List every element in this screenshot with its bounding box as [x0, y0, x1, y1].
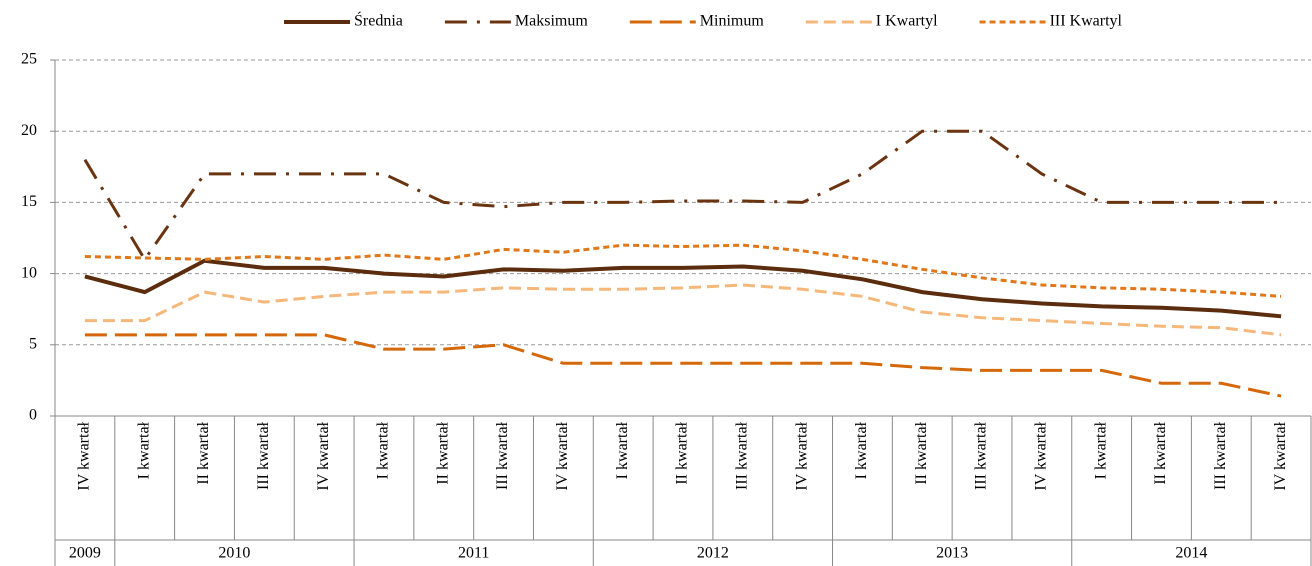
x-tick-label: II kwartał	[434, 421, 451, 484]
x-tick-label: III kwartał	[1212, 421, 1229, 490]
y-tick-label: 0	[29, 407, 37, 424]
x-tick-label: I kwartał	[135, 421, 152, 479]
series-line	[83, 129, 1282, 263]
legend-label: Minimum	[700, 13, 765, 30]
legend-label: III Kwartyl	[1050, 13, 1123, 30]
year-label: 2011	[458, 545, 489, 562]
year-label: 2010	[218, 545, 250, 562]
y-tick-label: 15	[21, 193, 37, 210]
x-tick-label: I kwartał	[614, 421, 631, 479]
legend-label: Średnia	[354, 11, 403, 30]
x-tick-label: IV kwartał	[1272, 421, 1289, 490]
x-tick-label: III kwartał	[494, 421, 511, 490]
x-tick-label: IV kwartał	[315, 421, 332, 490]
x-tick-label: I kwartał	[853, 421, 870, 479]
y-tick-label: 20	[21, 122, 37, 139]
x-tick-label: II kwartał	[913, 421, 930, 484]
x-tick-label: II kwartał	[1152, 421, 1169, 484]
x-tick-label: II kwartał	[195, 421, 212, 484]
x-tick-label: IV kwartał	[76, 421, 93, 490]
legend-label: Maksimum	[515, 13, 588, 30]
x-tick-label: III kwartał	[973, 421, 990, 490]
x-tick-label: III kwartał	[733, 421, 750, 490]
x-tick-label: I kwartał	[1092, 421, 1109, 479]
y-tick-label: 5	[29, 335, 37, 352]
x-tick-label: IV kwartał	[554, 421, 571, 490]
series-line	[84, 243, 1282, 298]
year-label: 2009	[69, 545, 101, 562]
series-line	[84, 258, 1282, 319]
legend-label: I Kwartyl	[876, 13, 938, 30]
legend: Średnia Maksimum Minimum I Kwartyl III Kwart…	[284, 11, 1123, 30]
year-label: 2012	[697, 545, 729, 562]
x-tick-label: IV kwartał	[1033, 421, 1050, 490]
series-line	[84, 283, 1282, 337]
year-label: 2013	[936, 545, 968, 562]
x-tick-label: IV kwartał	[793, 421, 810, 490]
year-label: 2014	[1175, 545, 1207, 562]
x-tick-label: III kwartał	[255, 421, 272, 490]
y-tick-label: 10	[21, 264, 37, 281]
x-tick-label: I kwartał	[375, 421, 392, 479]
y-tick-label: 25	[21, 51, 37, 68]
series-line	[84, 333, 1282, 398]
x-tick-label: II kwartał	[674, 421, 691, 484]
